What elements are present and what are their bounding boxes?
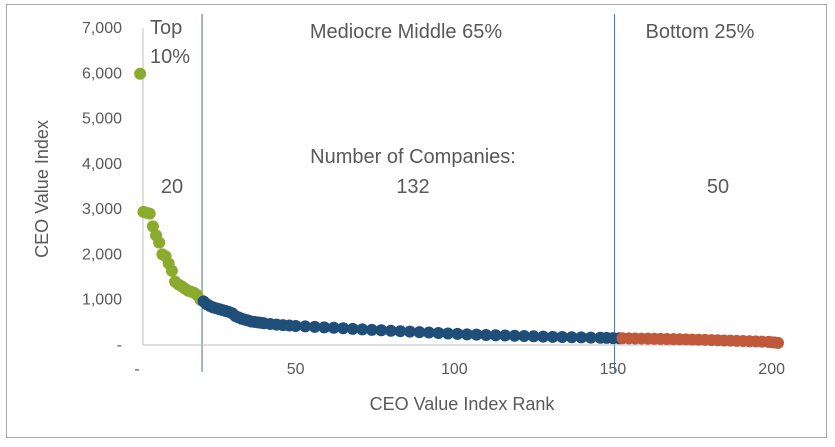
- y-tick-label: 5,000: [82, 111, 122, 128]
- region-top-count: 20: [161, 176, 183, 198]
- data-point-middle: [461, 328, 474, 341]
- data-point-top: [153, 236, 166, 249]
- data-point-top: [165, 264, 178, 277]
- y-tick-label: 2,000: [82, 246, 122, 263]
- data-point-middle: [318, 321, 331, 334]
- data-point-middle: [489, 329, 502, 342]
- x-axis-title: CEO Value Index Rank: [370, 394, 556, 414]
- region-middle-count: 132: [396, 176, 429, 198]
- x-tick-label: 50: [287, 361, 305, 378]
- data-point-middle: [451, 327, 464, 340]
- data-point-middle: [565, 331, 578, 344]
- x-tick-label: 150: [600, 361, 627, 378]
- data-point-middle: [394, 325, 407, 338]
- x-tick-label: 100: [441, 361, 468, 378]
- data-point-middle: [584, 331, 597, 344]
- region-bottom-count: 50: [707, 176, 729, 198]
- y-tick-label: 3,000: [82, 201, 122, 218]
- region-dividers: [201, 14, 616, 372]
- data-point-middle: [432, 326, 445, 339]
- data-point-middle: [365, 323, 378, 336]
- data-point-middle: [337, 322, 350, 335]
- y-tick-label: 4,000: [82, 156, 122, 173]
- data-point-middle: [403, 325, 416, 338]
- y-tick-label: 1,000: [82, 292, 122, 309]
- y-axis-tick-labels: - 1,000 2,000 3,000 4,000 5,000 6,000 7,000: [82, 20, 122, 354]
- region-middle-count-heading: Number of Companies:: [310, 146, 516, 168]
- region-top-label-line2: 10%: [150, 46, 190, 68]
- data-point-middle: [470, 328, 483, 341]
- y-tick-label: 6,000: [82, 65, 122, 82]
- y-axis-title: CEO Value Index: [32, 120, 52, 258]
- x-tick-label: 200: [758, 361, 785, 378]
- x-tick-label: -: [134, 361, 139, 378]
- data-point-middle: [308, 320, 321, 333]
- data-point-middle: [327, 321, 340, 334]
- data-point-middle: [441, 327, 454, 340]
- data-point-middle: [575, 331, 588, 344]
- x-axis-tick-labels: - 50 100 150 200: [134, 361, 785, 378]
- data-point-middle: [556, 331, 569, 344]
- y-tick-label: -: [117, 337, 122, 354]
- data-point-middle: [346, 322, 359, 335]
- data-point-middle: [527, 330, 540, 343]
- data-point-top: [146, 220, 159, 233]
- data-point-middle: [413, 326, 426, 339]
- region-bottom-label: Bottom 25%: [646, 21, 755, 43]
- data-point-middle: [537, 330, 550, 343]
- data-point-middle: [518, 330, 531, 343]
- data-point-top: [143, 207, 156, 220]
- data-points: [134, 67, 784, 349]
- data-point-middle: [384, 324, 397, 337]
- y-tick-label: 7,000: [82, 20, 122, 37]
- data-point-bottom: [772, 336, 784, 349]
- data-point-middle: [289, 319, 302, 332]
- data-point-middle: [356, 323, 369, 336]
- region-middle-label: Mediocre Middle 65%: [310, 21, 503, 43]
- data-point-middle: [508, 329, 521, 342]
- data-point-top: [134, 67, 147, 80]
- data-point-middle: [299, 320, 312, 333]
- data-point-middle: [375, 324, 388, 337]
- data-point-middle: [422, 326, 435, 339]
- region-top-label-line1: Top: [150, 17, 182, 39]
- data-point-middle: [546, 330, 559, 343]
- data-point-middle: [499, 329, 512, 342]
- data-point-middle: [480, 328, 493, 341]
